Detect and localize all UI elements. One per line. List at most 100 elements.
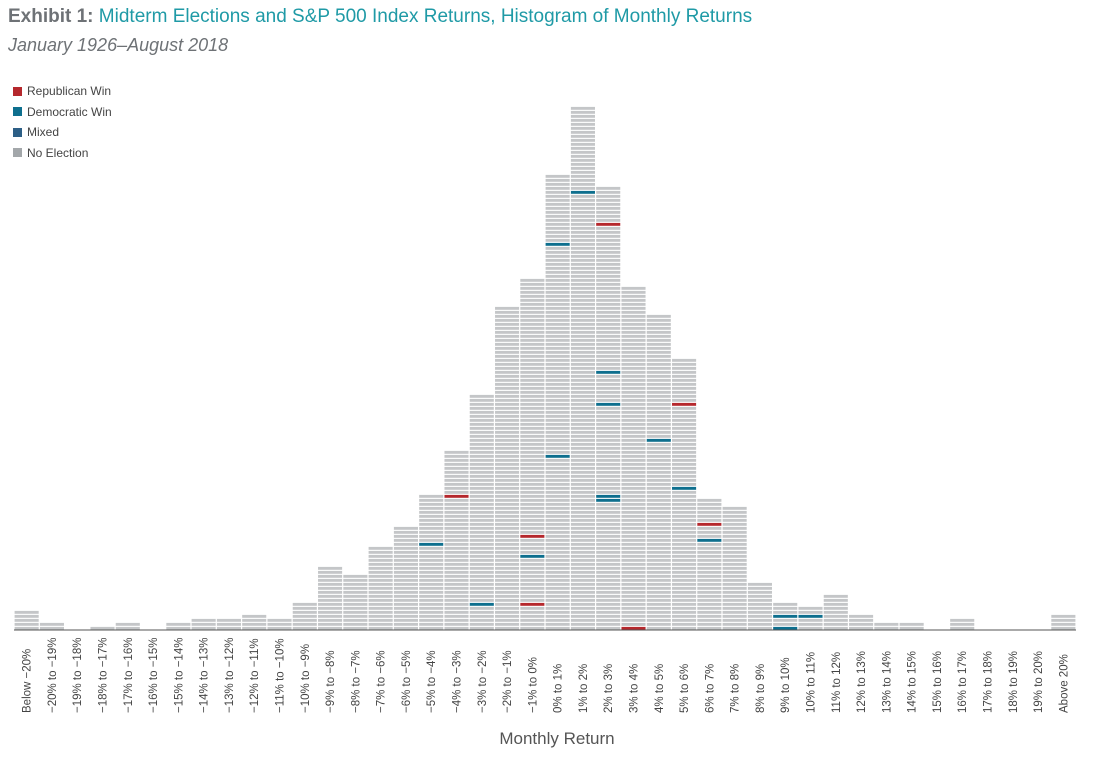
- histogram-unit-bar: [495, 474, 520, 478]
- histogram-unit-bar: [747, 610, 772, 614]
- histogram-unit-bar: [621, 490, 646, 494]
- histogram-unit-bar: [621, 338, 646, 342]
- histogram-unit-bar: [570, 278, 595, 282]
- histogram-unit-bar: [672, 442, 697, 446]
- histogram-unit-bar: [469, 534, 494, 538]
- histogram-unit-bar: [495, 614, 520, 618]
- histogram-unit-bar: [469, 590, 494, 594]
- histogram-unit-bar: [520, 410, 545, 414]
- histogram-unit-bar: [444, 478, 469, 482]
- histogram-unit-bar: [495, 418, 520, 422]
- histogram-unit-bar: [520, 562, 545, 566]
- histogram-unit-bar: [596, 598, 621, 602]
- histogram-unit-bar: [545, 442, 570, 446]
- histogram-unit-bar: [722, 510, 747, 514]
- histogram-unit-bar: [419, 574, 444, 578]
- histogram-unit-bar: [621, 498, 646, 502]
- histogram-unit-bar: [368, 614, 393, 618]
- histogram-unit-bar: [596, 434, 621, 438]
- histogram-unit-bar: [444, 482, 469, 486]
- histogram-unit-bar: [646, 422, 671, 426]
- histogram-unit-bar: [469, 578, 494, 582]
- histogram-unit-bar: [495, 582, 520, 586]
- histogram-unit-bar: [469, 466, 494, 470]
- histogram-unit-bar: [545, 182, 570, 186]
- histogram-column: [697, 498, 722, 630]
- histogram-unit-bar: [697, 546, 722, 550]
- histogram-unit-bar: [545, 254, 570, 258]
- histogram-unit-bar: [646, 334, 671, 338]
- histogram-unit-bar: [444, 510, 469, 514]
- histogram-unit-bar: [596, 622, 621, 626]
- histogram-unit-bar: [469, 554, 494, 558]
- histogram-unit-bar: [318, 566, 343, 570]
- histogram-unit-bar: [520, 398, 545, 402]
- histogram-unit-bar: [570, 230, 595, 234]
- histogram-unit-bar: [419, 526, 444, 530]
- histogram-unit-bar: [520, 578, 545, 582]
- histogram-unit-bar: [570, 210, 595, 214]
- histogram-unit-bar: [520, 510, 545, 514]
- histogram-unit-bar: [621, 406, 646, 410]
- histogram-unit-bar: [520, 518, 545, 522]
- histogram-unit-bar: [773, 610, 798, 614]
- x-tick-label: −4% to −3%: [452, 650, 464, 713]
- histogram-unit-bar: [672, 618, 697, 622]
- histogram-unit-bar: [596, 438, 621, 442]
- histogram-unit-bar: [672, 470, 697, 474]
- histogram-unit-bar: [444, 598, 469, 602]
- histogram-unit-bar: [216, 622, 241, 626]
- histogram-unit-bar: [469, 438, 494, 442]
- histogram-unit-bar: [545, 570, 570, 574]
- histogram-unit-bar: [596, 338, 621, 342]
- histogram-unit-bar: [520, 594, 545, 598]
- histogram-unit-bar: [419, 498, 444, 502]
- legend-label-no-election: No Election: [27, 145, 89, 160]
- histogram-unit-bar: [621, 346, 646, 350]
- histogram-unit-bar: [570, 406, 595, 410]
- histogram-unit-bar: [646, 598, 671, 602]
- histogram-unit-bar: [520, 542, 545, 546]
- histogram-unit-bar: [596, 334, 621, 338]
- histogram-unit-bar: [495, 506, 520, 510]
- histogram-unit-bar: [646, 442, 671, 446]
- histogram-unit-bar: [520, 374, 545, 378]
- histogram-unit-bar: [697, 530, 722, 534]
- histogram-unit-bar: [545, 298, 570, 302]
- histogram-unit-bar: [318, 598, 343, 602]
- histogram-unit-bar: [318, 622, 343, 626]
- histogram-unit-bar: [596, 342, 621, 346]
- histogram-unit-bar: [469, 498, 494, 502]
- histogram-unit-bar: [621, 294, 646, 298]
- histogram-unit-bar: [267, 618, 292, 622]
- histogram-unit-bar: [672, 494, 697, 498]
- histogram-unit-bar: [520, 438, 545, 442]
- histogram-unit-bar: [621, 358, 646, 362]
- histogram-unit-bar: [621, 530, 646, 534]
- histogram-column: [520, 278, 545, 630]
- histogram-unit-bar: [621, 430, 646, 434]
- histogram-unit-bar: [570, 302, 595, 306]
- histogram-unit-bar: [368, 594, 393, 598]
- histogram-unit-bar: [495, 410, 520, 414]
- histogram-unit-bar: [444, 586, 469, 590]
- x-tick-label: 4% to 5%: [654, 664, 666, 713]
- histogram-unit-bar: [646, 374, 671, 378]
- histogram-unit-bar: [621, 442, 646, 446]
- x-tick-label: 1% to 2%: [578, 664, 590, 713]
- histogram-unit-bar: [419, 598, 444, 602]
- histogram-unit-bar: [596, 346, 621, 350]
- histogram-unit-bar: [545, 614, 570, 618]
- histogram-unit-bar: [545, 574, 570, 578]
- histogram-unit-bar: [621, 502, 646, 506]
- histogram-unit-bar: [570, 562, 595, 566]
- histogram-unit-bar: [672, 538, 697, 542]
- histogram-unit-bar: [419, 610, 444, 614]
- histogram-unit-bar: [697, 566, 722, 570]
- histogram-unit-bar: [419, 522, 444, 526]
- histogram-unit-bar: [495, 390, 520, 394]
- histogram-unit-bar: [545, 450, 570, 454]
- histogram-unit-bar: [570, 170, 595, 174]
- histogram-unit-bar: [520, 526, 545, 530]
- histogram-unit-bar: [596, 466, 621, 470]
